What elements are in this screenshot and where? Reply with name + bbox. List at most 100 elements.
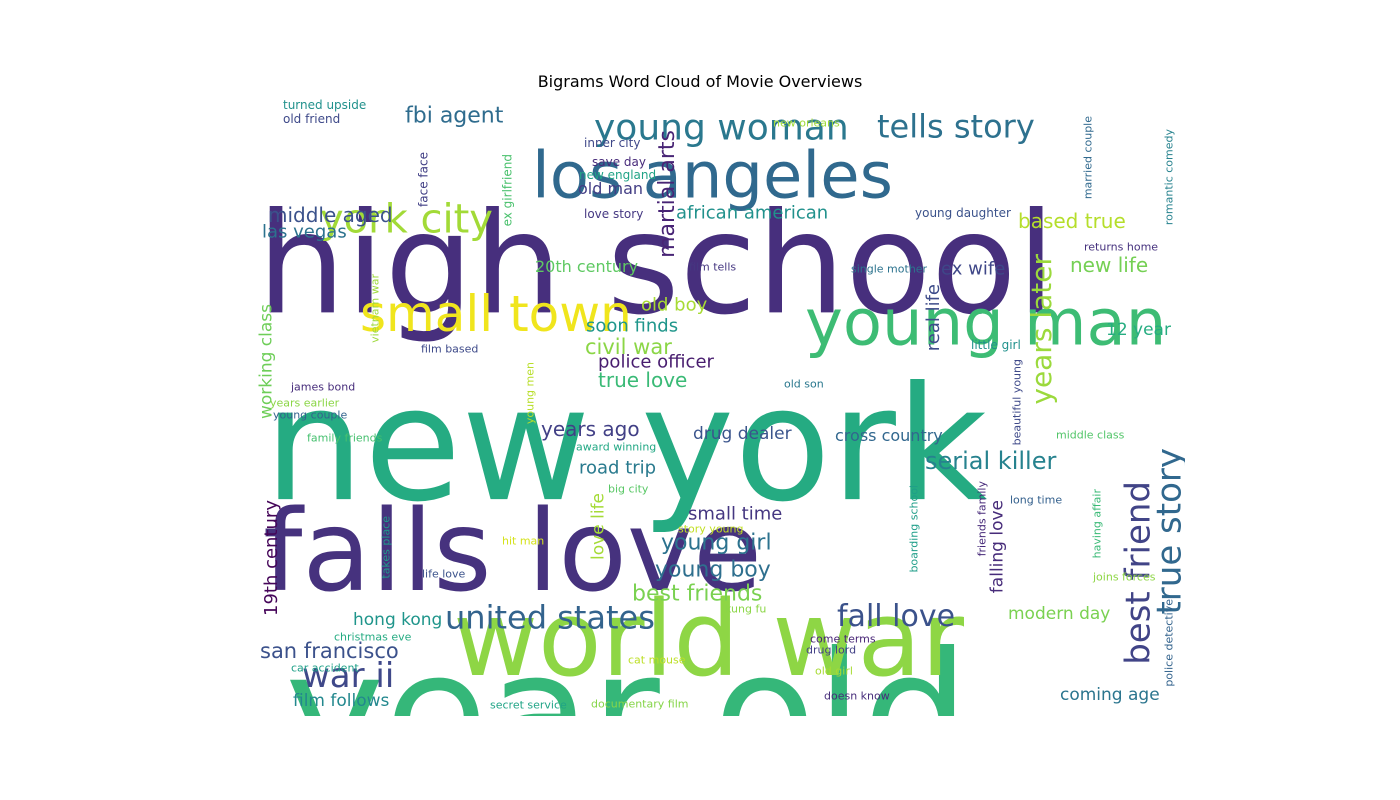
word-serial-killer: serial killer [925, 447, 1056, 475]
word-civil-war: civil war [585, 335, 672, 359]
word-road-trip: road trip [579, 458, 656, 479]
word-young-woman: young woman [594, 107, 849, 148]
word-19th-century: 19th century [261, 500, 282, 616]
word-friends-family: friends family [976, 481, 989, 557]
word-returns-home: returns home [1084, 240, 1158, 253]
word-small-town: small town [360, 285, 632, 343]
word-falls-love: falls love [263, 487, 762, 617]
word-christmas-eve: christmas eve [334, 630, 412, 643]
word-young-man: young man [805, 287, 1166, 361]
word-documentary-film: documentary film [591, 697, 688, 710]
word-kung-fu: kung fu [725, 602, 766, 615]
word-united-states: united states [445, 598, 655, 636]
word-cat-mouse: cat mouse [628, 653, 686, 666]
word-james-bond: james bond [290, 380, 355, 393]
chart-title: Bigrams Word Cloud of Movie Overviews [537, 72, 863, 91]
word-soon-finds: soon finds [586, 316, 678, 337]
word-new-england: new england [579, 168, 656, 182]
word-los-angeles: los angeles [532, 140, 893, 214]
word-award-winning: award winning [576, 440, 656, 453]
word-modern-day: modern day [1008, 604, 1110, 624]
word-beautiful-young: beautiful young [1011, 359, 1024, 445]
word-based-true: based true [1018, 209, 1126, 233]
word-having-affair: having affair [1091, 489, 1104, 559]
word-love-story: love story [584, 207, 643, 221]
word-takes-place: takes place [380, 516, 393, 579]
word-story-young: story young [678, 522, 743, 535]
word-fall-love: fall love [837, 599, 955, 634]
word-old-son: old son [784, 377, 824, 390]
word-las-vegas: las vegas [262, 222, 347, 243]
word-world-war: world war [453, 578, 964, 700]
word-years-later: years later [1025, 254, 1058, 405]
word-martial-arts: martial arts [655, 130, 680, 258]
word-ex-wife: ex wife [941, 259, 1005, 280]
word-married-couple: married couple [1082, 116, 1095, 199]
word-12-year: 12 year [1106, 320, 1171, 340]
word-ex-girlfriend: ex girlfriend [500, 154, 514, 226]
word-high-school: high school [257, 183, 1056, 346]
word-young-men: young men [524, 362, 537, 424]
word-old-girl: old girl [815, 664, 853, 677]
word-little-girl: little girl [971, 338, 1021, 352]
word-tells-story: tells story [877, 107, 1035, 145]
word-year-old: year old [285, 616, 969, 716]
word-film-tells: film tells [689, 260, 736, 273]
word-best-friend: best friend [1119, 481, 1159, 665]
word-years-earlier: years earlier [270, 396, 340, 409]
word-young-boy: young boy [655, 558, 771, 583]
word-fbi-agent: fbi agent [405, 104, 504, 129]
word-vietnam-war: vietnam war [369, 274, 382, 343]
word-police-detective: police detective [1163, 599, 1176, 687]
word-cloud: high school new york year old falls love wor… [257, 96, 1185, 716]
word-car-accident: car accident [291, 661, 359, 674]
word-young-daughter: young daughter [915, 206, 1011, 220]
word-secret-service: secret service [490, 698, 567, 711]
word-drug-dealer: drug dealer [693, 424, 792, 444]
word-doesn-know: doesn know [824, 689, 890, 702]
word-years-ago: years ago [541, 417, 640, 441]
word-old-boy: old boy [641, 295, 708, 316]
word-working-class: working class [257, 304, 276, 419]
word-hong-kong: hong kong [353, 610, 442, 630]
word-joins-forces: joins forces [1092, 570, 1156, 583]
word-inner-city: inner city [584, 136, 640, 150]
word-boarding-school: boarding school [908, 485, 921, 573]
word-true-story: true story [1150, 448, 1185, 615]
word-old-friend: old friend [283, 112, 340, 126]
word-save-day: save day [592, 155, 646, 169]
word-police-officer: police officer [598, 352, 715, 373]
word-hit-man: hit man [502, 534, 544, 547]
word-film-based: film based [421, 342, 478, 355]
word-cross-country: cross country [835, 426, 943, 445]
word-coming-age: coming age [1060, 685, 1160, 705]
word-war-ii: war ii [302, 656, 394, 696]
word-film-follows: film follows [293, 691, 390, 711]
word-york-city: york city [320, 196, 493, 242]
word-life-love: life love [422, 567, 466, 580]
word-falling-love: falling love [987, 500, 1007, 593]
word-come-terms: come terms [810, 632, 876, 645]
word-romantic-comedy: romantic comedy [1163, 129, 1176, 226]
word-single-mother: single mother [851, 262, 928, 275]
word-love-life: love life [588, 493, 608, 560]
word-new-york: new york [264, 353, 988, 537]
word-new-life: new life [1070, 253, 1148, 277]
word-middle-aged: middle aged [268, 203, 393, 227]
word-true-love: true love [598, 368, 687, 392]
word-face-face: face face [416, 152, 430, 207]
word-family-friends: family friends [307, 431, 383, 444]
word-african-american: african american [676, 203, 828, 224]
word-young-couple: young couple [273, 408, 347, 421]
word-drug-lord: drug lord [806, 643, 856, 656]
word-long-time: long time [1010, 493, 1062, 506]
word-young-girl: young girl [661, 531, 772, 556]
word-old-man: old man [578, 179, 643, 198]
word-middle-class: middle class [1056, 428, 1125, 441]
word-best-friends: best friends [632, 582, 762, 607]
word-big-city: big city [608, 482, 649, 495]
word-new-orleans: new orleans [773, 116, 840, 129]
word-san-francisco: san francisco [260, 639, 399, 663]
word-real-life: real life [923, 284, 944, 351]
